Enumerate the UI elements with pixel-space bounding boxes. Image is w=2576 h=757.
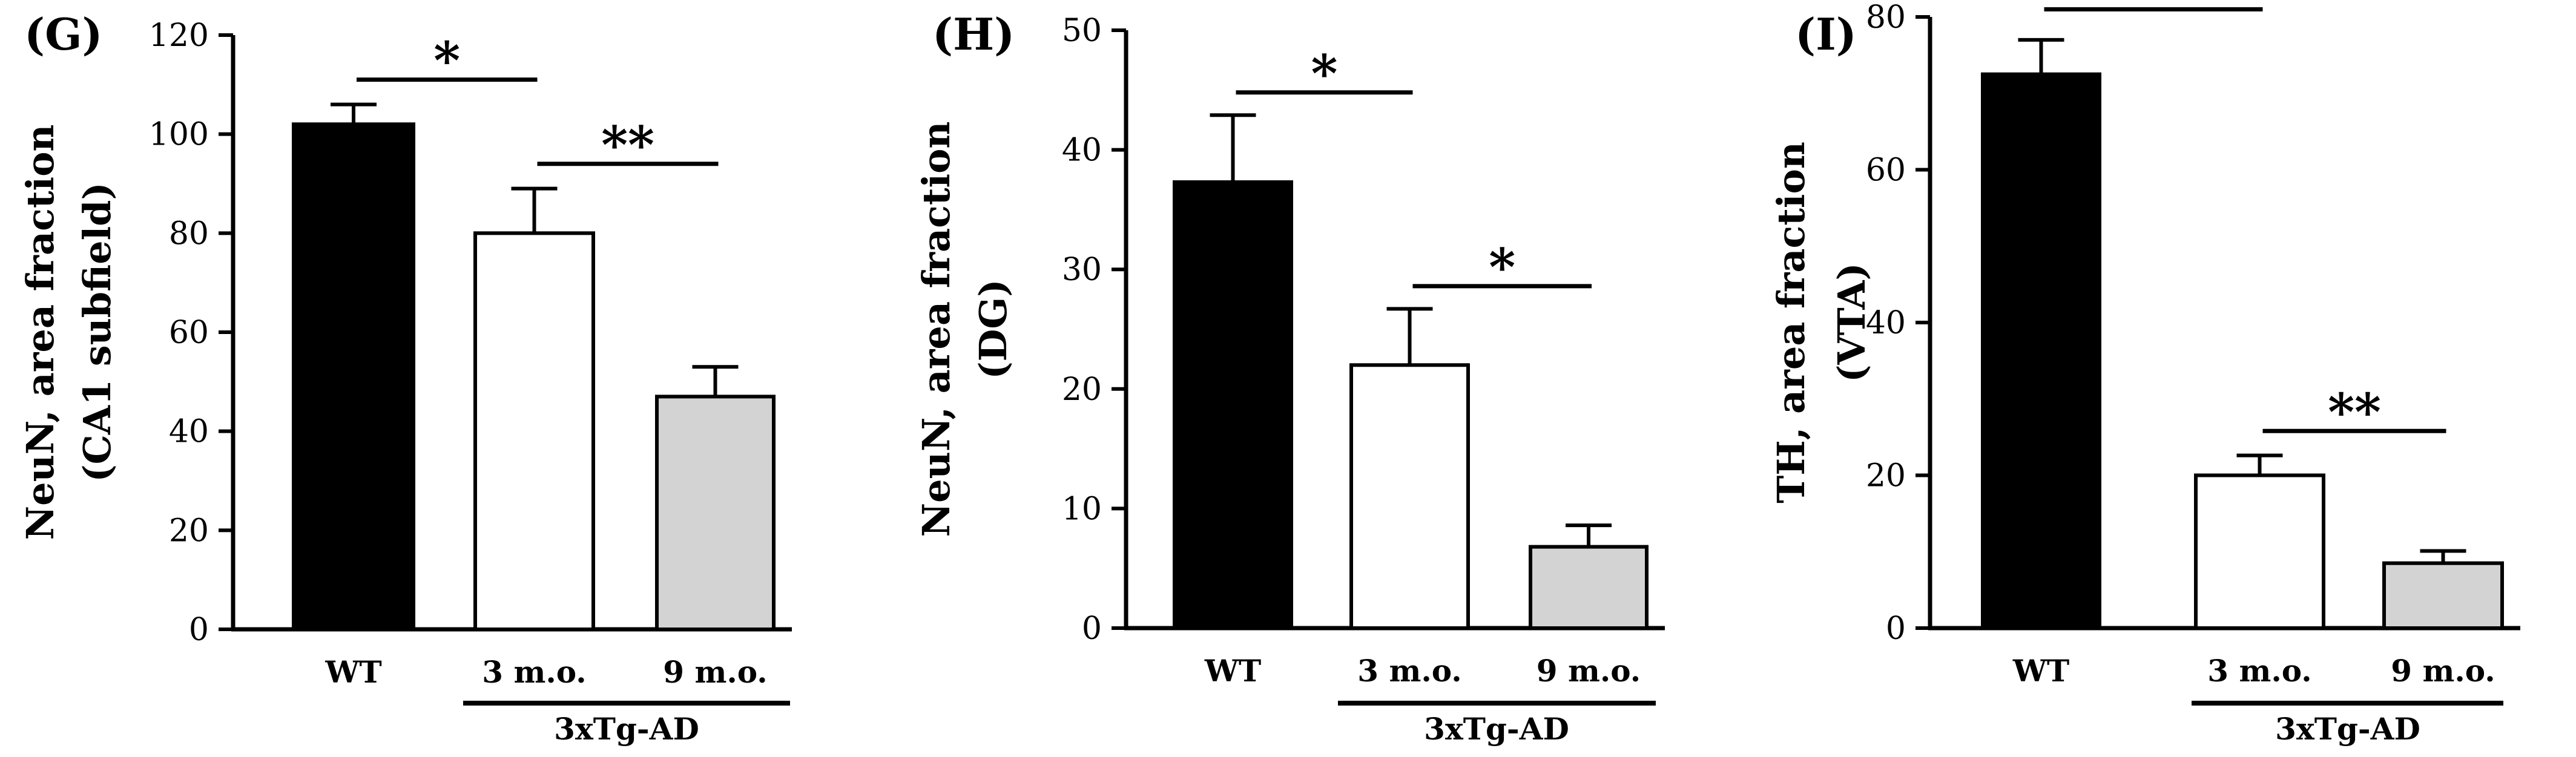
panel-label: (H)	[932, 8, 1015, 60]
y-axis-title: (CA1 subfield)	[75, 182, 119, 482]
y-tick-label: 50	[1062, 13, 1102, 49]
panel-g: (G) 0 20 40 60 80 100 120 NeuN, area fraction (CA…	[18, 8, 792, 747]
category-label: 3 m.o.	[1357, 653, 1461, 689]
significance-label: *	[433, 31, 460, 91]
y-tick-label: 60	[1866, 152, 1906, 189]
y-axis-title: TH, area fraction	[1769, 142, 1813, 503]
category-label: 9 m.o.	[1537, 653, 1641, 689]
y-tick-label: 40	[169, 414, 209, 450]
group-label: 3xTg-AD	[2275, 711, 2420, 747]
y-tick-label: 0	[1886, 611, 1906, 647]
bar-wt	[292, 122, 415, 632]
y-tick-label: 10	[1062, 491, 1102, 527]
bar-3mo	[2194, 473, 2325, 630]
y-tick-label: 0	[189, 612, 209, 648]
significance-label: **	[2328, 382, 2381, 442]
category-label: 3 m.o.	[482, 654, 586, 690]
bar-9mo	[1529, 545, 1649, 631]
bar-9mo	[2382, 561, 2504, 630]
y-tick-label: 20	[1866, 458, 1906, 494]
bar-3mo	[473, 231, 595, 632]
y-tick-label: 60	[169, 315, 209, 351]
y-axis-title: NeuN, area fraction	[914, 122, 958, 537]
bar-3mo	[1349, 363, 1470, 631]
category-label: 9 m.o.	[663, 654, 767, 690]
y-axis-title: NeuN, area fraction	[18, 125, 62, 540]
category-label: 3 m.o.	[2207, 653, 2311, 689]
panel-h: (H) 0 10 20 30 40 50 NeuN, area fraction (DG) WT 3…	[914, 8, 1665, 747]
category-label: 9 m.o.	[2391, 653, 2495, 689]
y-tick-label: 20	[169, 513, 209, 549]
significance-label: **	[601, 115, 654, 175]
category-label: WT	[2012, 653, 2069, 689]
y-tick-label: 120	[149, 18, 209, 54]
y-tick-label: 80	[169, 215, 209, 252]
y-tick-label: 100	[149, 117, 209, 153]
panel-label: (G)	[24, 8, 103, 60]
bar-9mo	[655, 395, 776, 632]
group-label: 3xTg-AD	[554, 711, 699, 747]
panel-i: (I) 0 20 40 60 80 TH, area fraction (VTA) WT 3 m.…	[1769, 0, 2520, 747]
y-axis-title: (DG)	[971, 279, 1015, 379]
bar-wt	[1173, 180, 1293, 630]
group-label: 3xTg-AD	[1424, 711, 1569, 747]
category-label: WT	[324, 654, 381, 690]
y-axis-title: (VTA)	[1830, 263, 1874, 382]
significance-label: ***	[2113, 0, 2193, 20]
significance-label: *	[1311, 44, 1338, 103]
panel-label: (I)	[1795, 8, 1857, 60]
category-label: WT	[1204, 653, 1261, 689]
y-tick-label: 0	[1082, 611, 1102, 647]
y-tick-label: 40	[1062, 133, 1102, 169]
y-tick-label: 30	[1062, 252, 1102, 288]
y-tick-label: 40	[1866, 305, 1906, 341]
significance-label: *	[1489, 237, 1515, 297]
y-tick-label: 80	[1866, 0, 1906, 36]
bar-wt	[1981, 72, 2101, 630]
y-tick-label: 20	[1062, 372, 1102, 408]
